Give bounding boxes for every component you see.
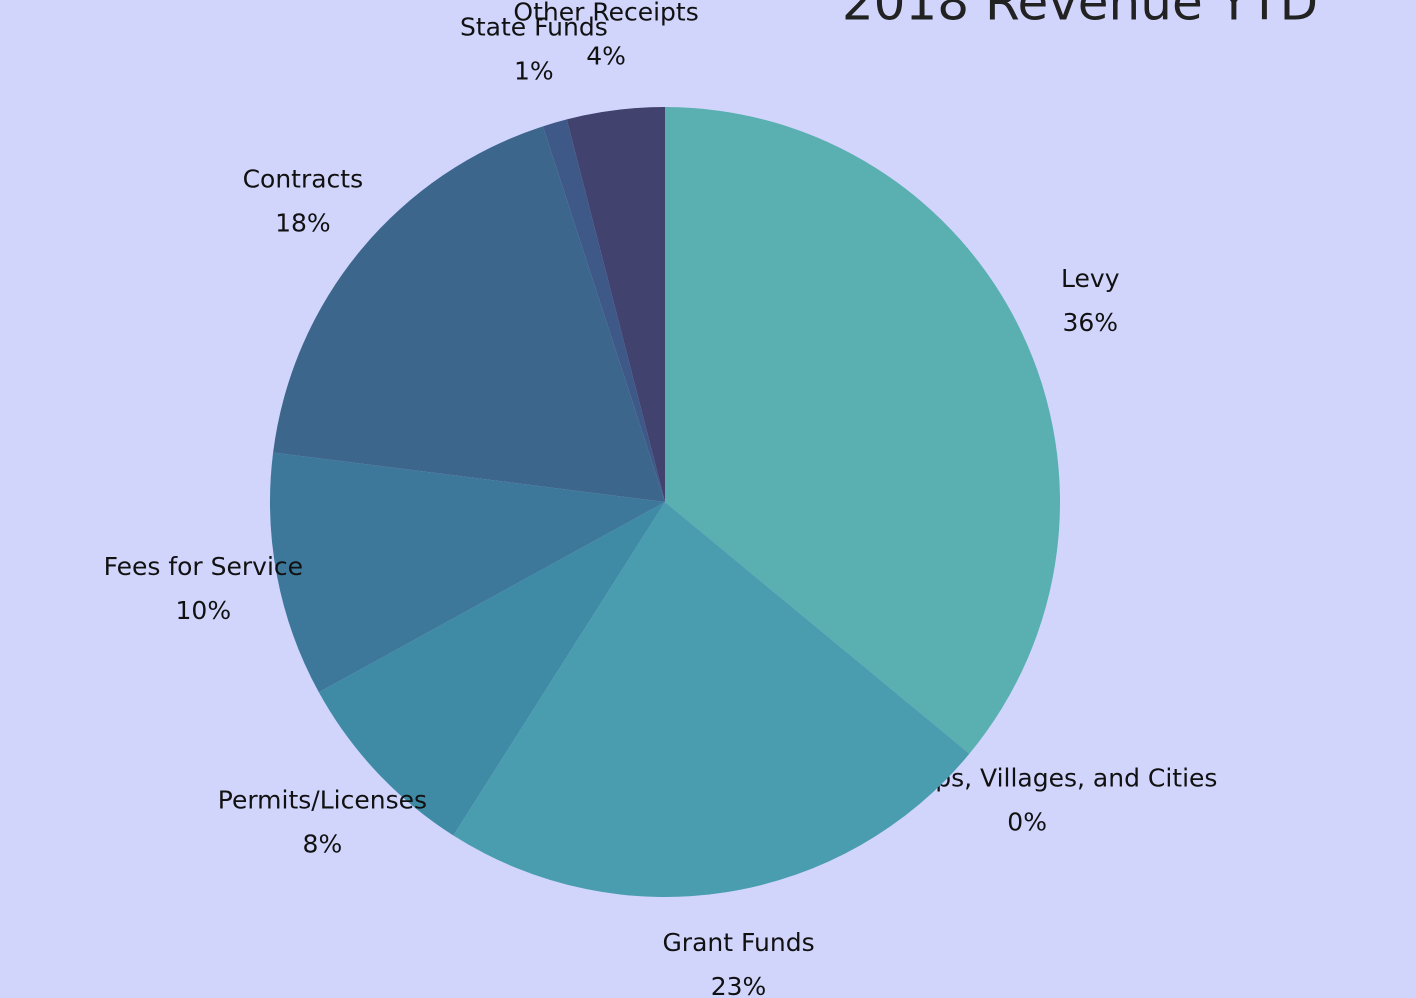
pie-slice: [273, 126, 665, 503]
slice-value-label: 4%: [586, 42, 626, 71]
slice-value-label: 1%: [514, 57, 554, 86]
slice-label: Other Receipts: [513, 0, 698, 27]
slice-value-label: 8%: [303, 830, 343, 859]
pie-slice: [566, 107, 665, 502]
slice-label: Levy: [1061, 264, 1120, 293]
slice-label: Contracts: [243, 164, 364, 193]
slice-value-label: 10%: [176, 596, 232, 625]
slice-label: Permits/Licenses: [218, 786, 427, 815]
pie-slice: [542, 119, 665, 502]
pie-slice: [453, 502, 970, 897]
slice-value-label: 23%: [711, 972, 767, 998]
slice-label: Fees for Service: [104, 552, 303, 581]
slice-value-label: 36%: [1062, 308, 1118, 337]
pie-slice: [318, 502, 665, 836]
slice-label: State Funds: [460, 13, 608, 42]
pie-slice: [270, 452, 665, 693]
slice-value-label: 0%: [1007, 808, 1047, 837]
slice-value-label: 18%: [275, 208, 331, 237]
chart-title: 2018 Revenue YTD: [842, 0, 1318, 32]
slice-label: Grant Funds: [662, 928, 814, 957]
pie-slice: [665, 107, 1060, 754]
